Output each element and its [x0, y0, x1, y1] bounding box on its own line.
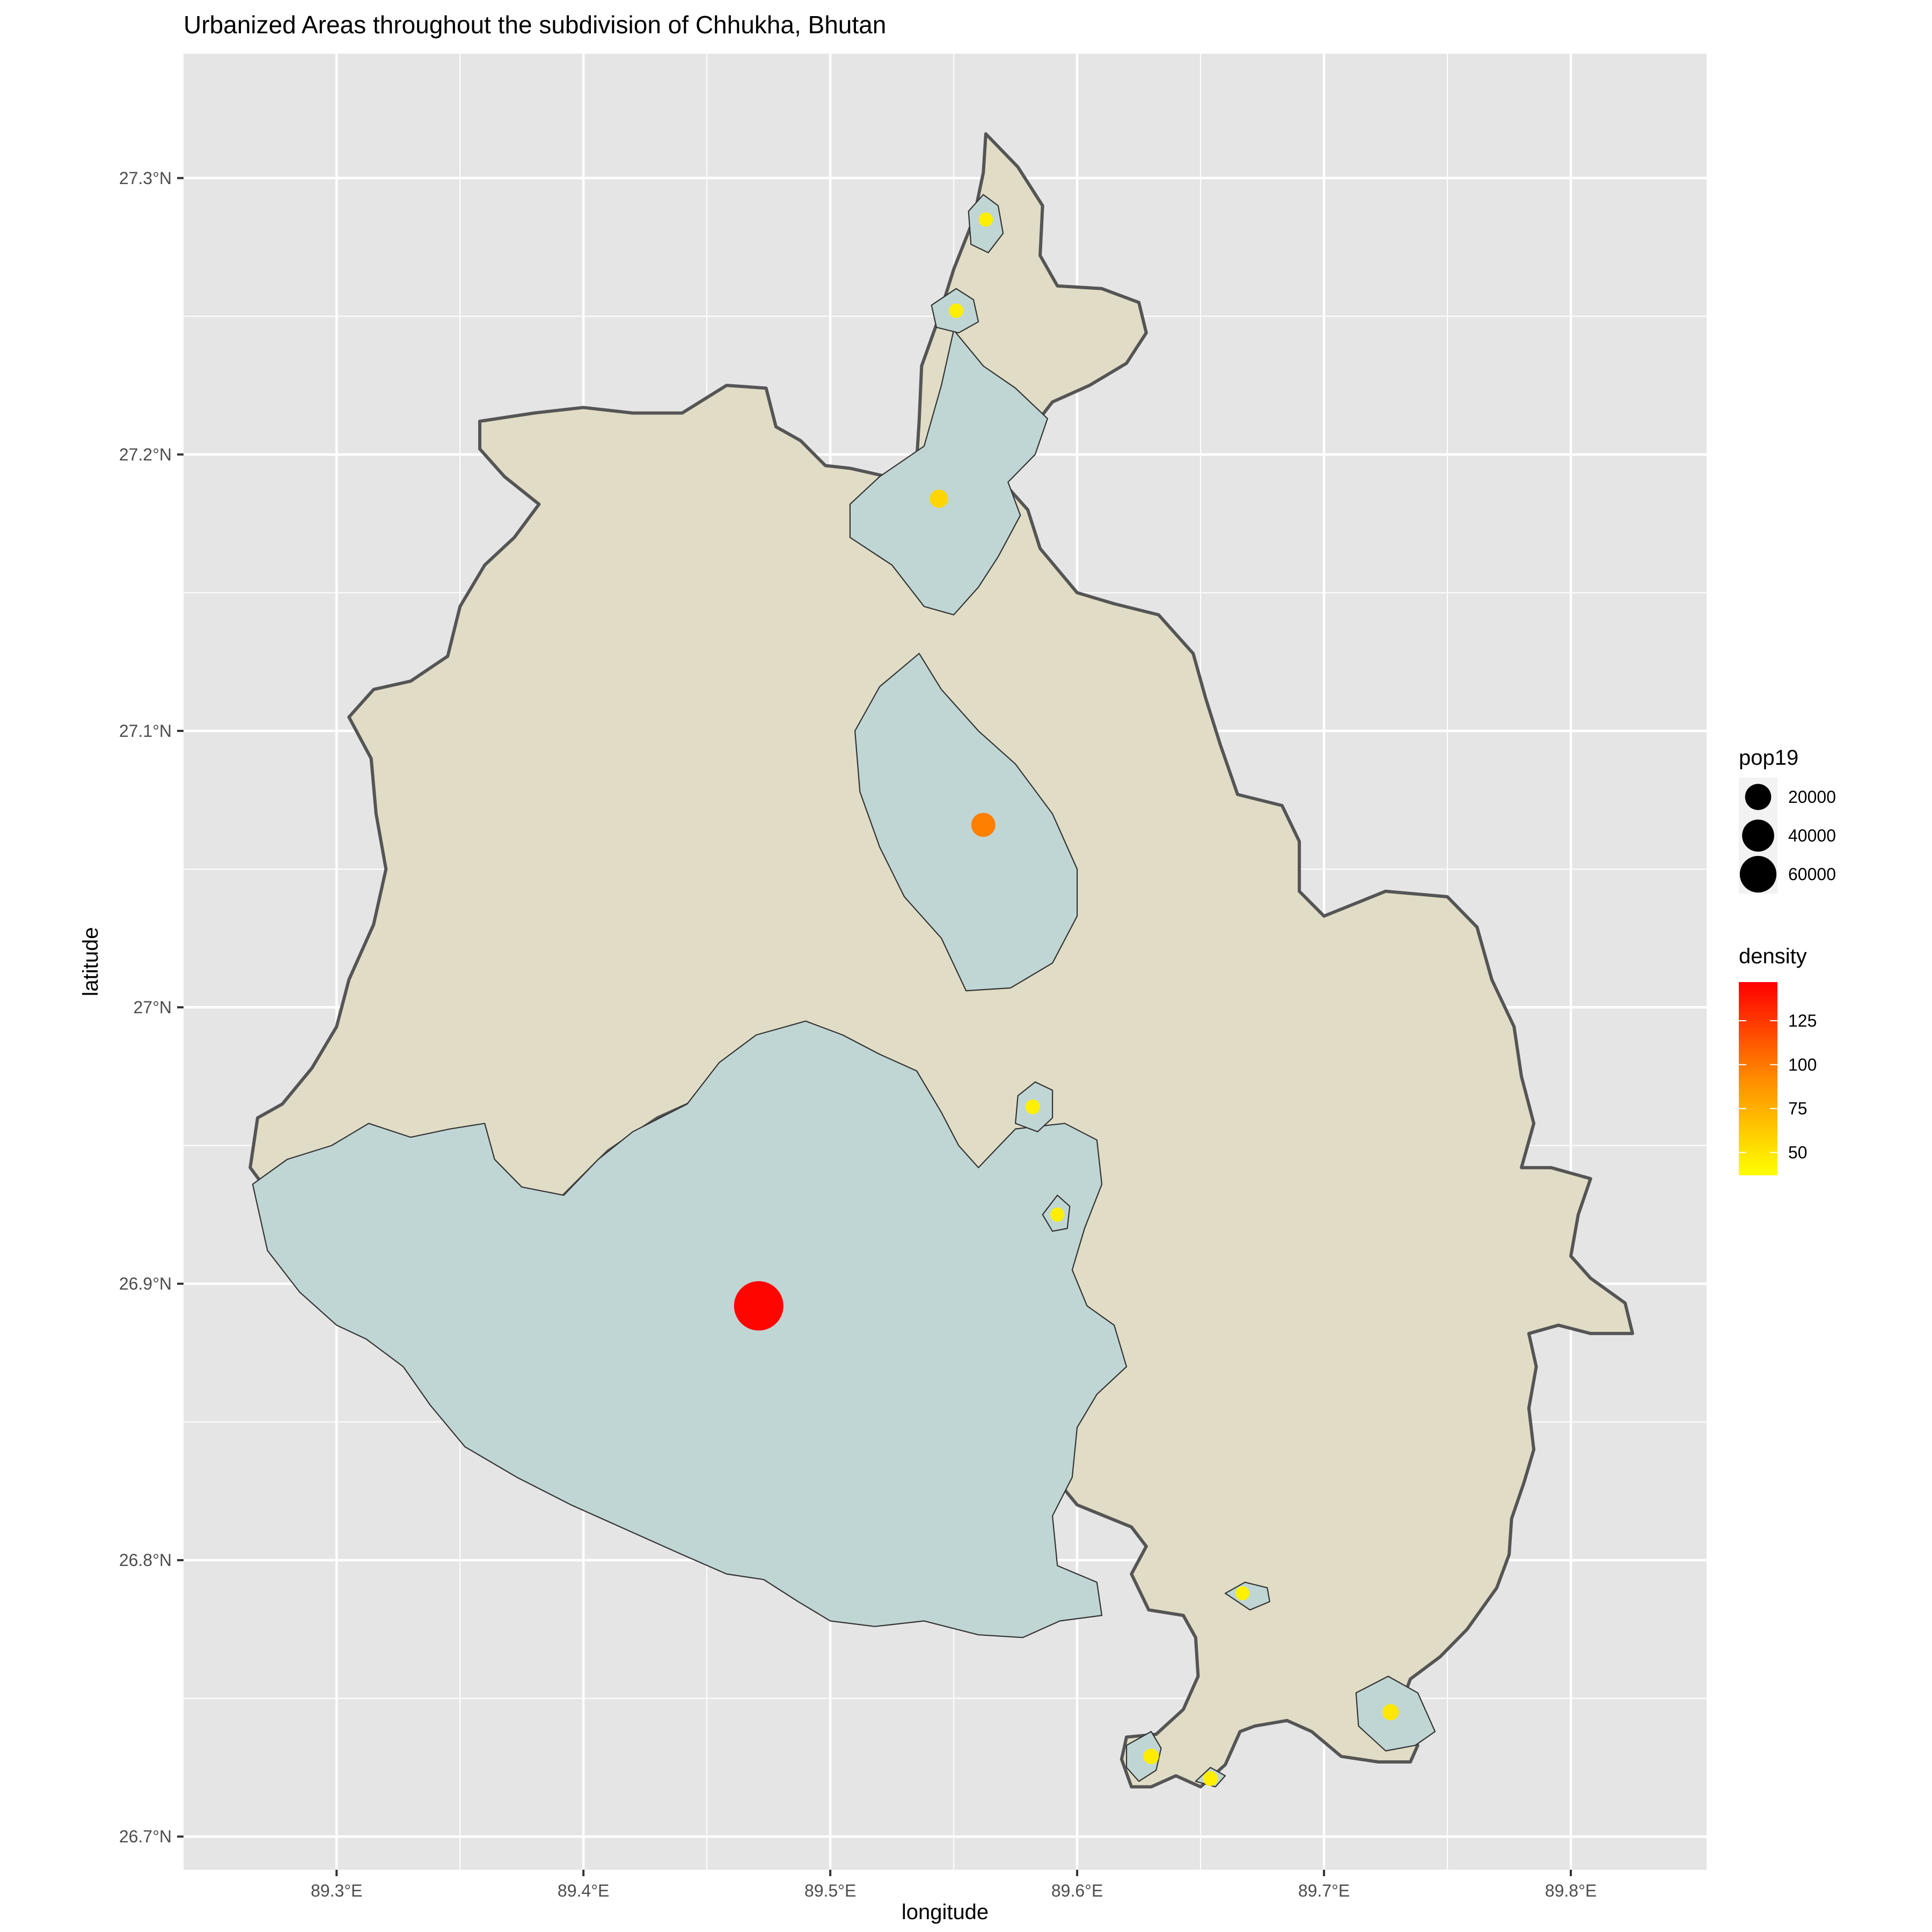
city-point [949, 303, 964, 318]
district-outline [248, 132, 1634, 1789]
urban-area [252, 1020, 1128, 1638]
city-points [734, 212, 1399, 1786]
legend-size-key [1739, 855, 1777, 893]
city-point [1025, 1099, 1040, 1115]
y-tick-label: 27.3°N [119, 169, 172, 188]
y-tick-label: 27°N [134, 998, 172, 1017]
urban-area [854, 653, 1078, 992]
legend-size-key [1745, 784, 1772, 810]
colorbar-label: 50 [1788, 1143, 1807, 1162]
y-tick-label: 26.9°N [119, 1274, 172, 1293]
legend-density-title: density [1739, 945, 1807, 968]
colorbar-label: 125 [1788, 1011, 1817, 1030]
x-tick-label: 89.5°E [804, 1881, 856, 1900]
x-tick-label: 89.4°E [558, 1881, 609, 1900]
chart-title: Urbanized Areas throughout the subdivisi… [184, 11, 886, 39]
legend-size-label: 60000 [1788, 865, 1836, 884]
legend-pop19: pop19 20000 40000 60000 [1739, 746, 1836, 894]
city-point [1235, 1586, 1250, 1600]
city-point [930, 489, 948, 508]
x-axis-title: longitude [902, 1900, 989, 1924]
legend-pop19-title: pop19 [1739, 746, 1798, 770]
city-point [1203, 1771, 1218, 1786]
city-point [978, 212, 993, 227]
legend-density: density 50 75 100 125 [1739, 945, 1817, 1175]
y-tick-label: 26.8°N [119, 1550, 172, 1570]
colorbar-label: 75 [1788, 1099, 1807, 1118]
x-tick-label: 89.7°E [1298, 1881, 1350, 1900]
map-layer [248, 132, 1634, 1789]
y-axis-title: latitude [79, 927, 103, 997]
colorbar-label: 100 [1788, 1055, 1817, 1074]
density-colorbar [1739, 982, 1777, 1175]
y-tick-label: 26.7°N [119, 1827, 172, 1846]
y-tick-label: 27.1°N [119, 721, 172, 741]
city-point [1143, 1748, 1159, 1765]
x-tick-label: 89.8°E [1545, 1881, 1597, 1900]
legend-size-label: 40000 [1788, 826, 1836, 845]
city-point [1050, 1208, 1065, 1222]
city-point [1382, 1704, 1399, 1721]
urban-area [849, 330, 1048, 616]
city-point [971, 813, 996, 837]
x-axis: 89.3°E 89.4°E 89.5°E 89.6°E 89.7°E 89.8°E [311, 1870, 1597, 1900]
x-tick-label: 89.6°E [1051, 1881, 1103, 1900]
city-point [734, 1281, 784, 1331]
legend-size-key [1742, 819, 1774, 852]
legend-size-label: 20000 [1788, 787, 1836, 807]
x-tick-label: 89.3°E [311, 1881, 362, 1900]
y-axis: 26.7°N 26.8°N 26.9°N 27°N 27.1°N 27.2°N 27.3°N [119, 169, 184, 1846]
y-tick-label: 27.2°N [119, 445, 172, 464]
